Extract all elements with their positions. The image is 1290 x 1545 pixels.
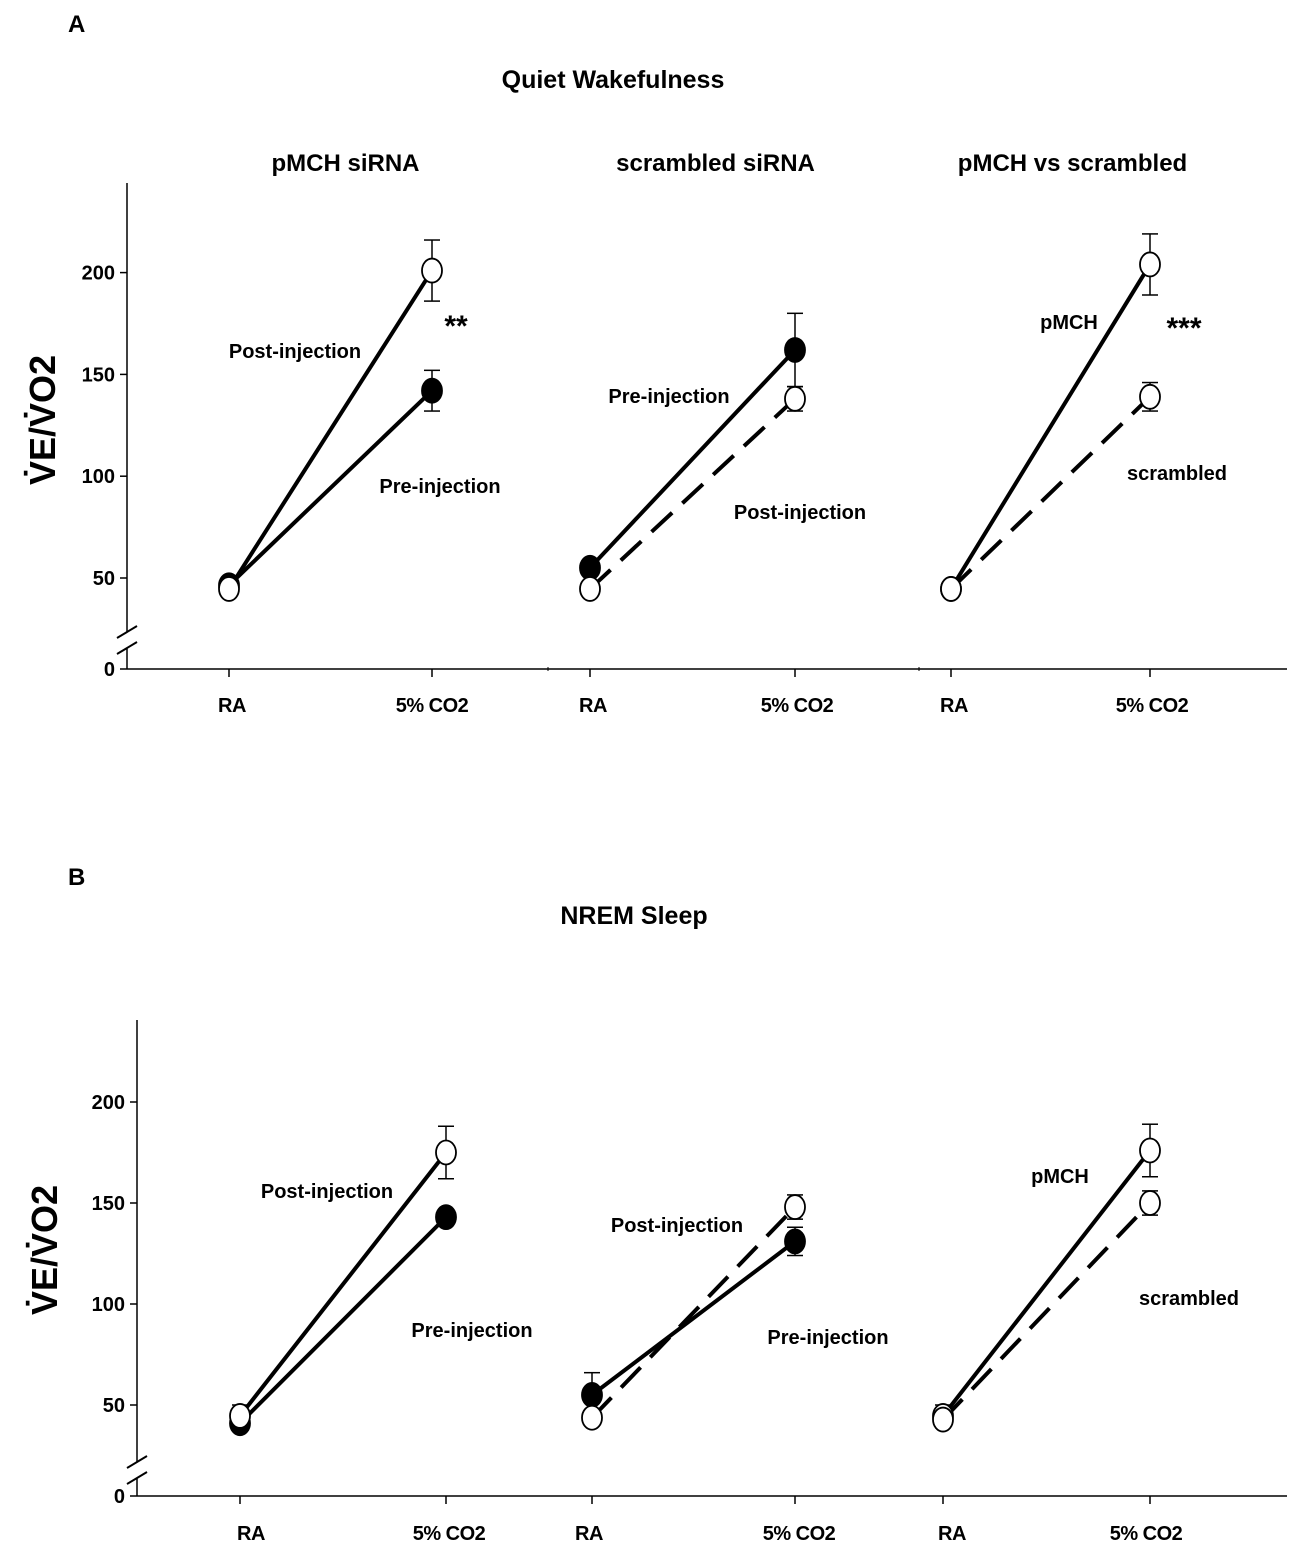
series-line (949, 395, 1152, 591)
data-point-open (1139, 251, 1161, 278)
data-point-filled (784, 1228, 806, 1255)
subplot-title: pMCH vs scrambled (958, 150, 1187, 177)
y-tick-label: 100 (92, 1294, 125, 1316)
x-tick-label: 5% CO2 (1110, 1523, 1183, 1545)
series-annotation: scrambled (1139, 1288, 1239, 1310)
x-tick-label: RA (237, 1523, 265, 1545)
data-point-filled (784, 337, 806, 363)
x-tick-label: RA (940, 695, 968, 717)
series-annotation: Post-injection (611, 1215, 743, 1237)
x-tick-label: 5% CO2 (413, 1523, 486, 1545)
data-point-open (218, 576, 240, 602)
axis-break-mark (116, 625, 138, 639)
data-point-open (1139, 1190, 1161, 1216)
series-annotation: scrambled (1127, 463, 1227, 485)
series-annotation: Post-injection (734, 502, 866, 524)
data-point-filled (581, 1382, 603, 1408)
series-line (238, 1215, 448, 1425)
series-annotation: pMCH (1031, 1166, 1089, 1188)
series-annotation: Post-injection (261, 1181, 393, 1203)
subplot-title: pMCH siRNA (272, 150, 420, 177)
y-axis-label: V̇E/V̇O2 (24, 1185, 65, 1315)
panel-title: Quiet Wakefulness (502, 66, 725, 94)
series-line (590, 1205, 797, 1420)
subplot-2: RA 5% CO2 Post-injection Pre-injection (575, 1194, 889, 1545)
data-point-filled (435, 1204, 457, 1231)
subplot-1: RA 5% CO2 Post-injection Pre-injection (229, 1125, 533, 1545)
y-tick-label: 50 (93, 568, 115, 590)
data-point-open (784, 385, 806, 412)
series-line (949, 263, 1152, 590)
series-line (590, 1239, 797, 1397)
x-tick-label: 5% CO2 (763, 1523, 836, 1545)
data-point-open (940, 576, 962, 602)
series-line (588, 397, 797, 591)
axis-break-mark (126, 1455, 148, 1469)
subplot-3: pMCH vs scrambled RA 5% CO2 pMCH scrambled **… (940, 150, 1227, 717)
panel-b: B NREM Sleep V̇E/V̇O2 0 50 100 150 200 RA 5% CO2 P… (24, 864, 1287, 1545)
data-point-open (581, 1404, 603, 1431)
y-tick-label: 50 (103, 1395, 125, 1417)
data-point-open (1139, 383, 1161, 410)
y-axis-label: V̇E/V̇O2 (22, 355, 63, 485)
data-point-open (579, 576, 601, 602)
axis-break-mark (116, 641, 138, 655)
x-tick-label: RA (938, 1523, 966, 1545)
subplot-2: scrambled siRNA RA 5% CO2 Pre-injection Post… (579, 150, 866, 717)
panel-label: A (68, 11, 85, 38)
x-tick-label: RA (218, 695, 246, 717)
series-annotation: Pre-injection (767, 1327, 888, 1349)
significance-marker: *** (1166, 312, 1201, 345)
series-annotation: pMCH (1040, 312, 1098, 334)
significance-marker: ** (444, 310, 468, 343)
subplot-3: RA 5% CO2 pMCH scrambled (932, 1123, 1239, 1545)
series-annotation: Pre-injection (411, 1320, 532, 1342)
series-line (227, 389, 434, 587)
data-point-open (435, 1139, 457, 1166)
series-line (941, 1149, 1152, 1418)
panel-title: NREM Sleep (560, 902, 707, 930)
x-tick-label: RA (575, 1523, 603, 1545)
data-point-open (421, 257, 443, 284)
panel-a: A Quiet Wakefulness V̇E/V̇O2 0 50 100 150 200 pM… (22, 11, 1287, 717)
series-line (941, 1201, 1152, 1421)
axis-break-mark (126, 1471, 148, 1485)
y-tick-label: 0 (104, 659, 115, 681)
series-annotation: Pre-injection (608, 386, 729, 408)
y-tick-label: 150 (92, 1193, 125, 1215)
series-line (588, 348, 797, 570)
series-annotation: Post-injection (229, 341, 361, 363)
data-point-open (229, 1403, 251, 1429)
series-annotation: Pre-injection (379, 476, 500, 498)
x-tick-label: 5% CO2 (1116, 695, 1189, 717)
x-tick-label: RA (579, 695, 607, 717)
data-point-open (784, 1194, 806, 1220)
y-tick-label: 0 (114, 1486, 125, 1508)
y-tick-label: 200 (92, 1092, 125, 1114)
data-point-open (932, 1406, 954, 1433)
data-point-filled (421, 377, 443, 404)
y-tick-label: 150 (82, 364, 115, 386)
data-point-open (1139, 1137, 1161, 1164)
y-tick-label: 100 (82, 466, 115, 488)
series-line (227, 269, 434, 590)
x-tick-label: 5% CO2 (396, 695, 469, 717)
x-tick-label: 5% CO2 (761, 695, 834, 717)
subplot-1: pMCH siRNA RA 5% CO2 Post-injection Pre-inje… (218, 150, 501, 717)
subplot-title: scrambled siRNA (616, 150, 815, 177)
panel-label: B (68, 864, 85, 891)
series-line (238, 1151, 448, 1418)
y-tick-label: 200 (82, 263, 115, 285)
